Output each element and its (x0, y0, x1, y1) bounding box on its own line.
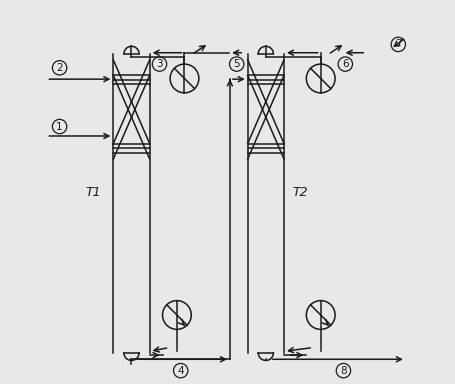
Text: 3: 3 (156, 59, 162, 69)
Text: T2: T2 (292, 185, 307, 199)
Text: 4: 4 (177, 366, 184, 376)
Text: 2: 2 (56, 63, 63, 73)
Text: 1: 1 (56, 121, 63, 132)
Text: 7: 7 (394, 40, 401, 50)
Text: 8: 8 (339, 366, 346, 376)
Text: 6: 6 (341, 59, 348, 69)
Text: T1: T1 (86, 185, 101, 199)
Text: 5: 5 (233, 59, 239, 69)
